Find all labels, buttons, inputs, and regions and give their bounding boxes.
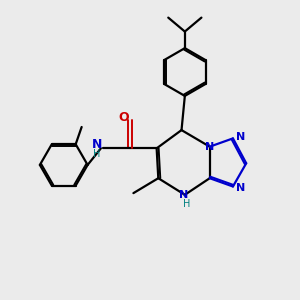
Text: N: N [205,142,214,152]
Text: H: H [184,199,191,209]
Text: N: N [236,183,245,193]
Text: N: N [178,190,188,200]
Text: N: N [236,132,245,142]
Text: N: N [92,138,102,151]
Text: O: O [119,111,129,124]
Text: H: H [93,149,100,159]
